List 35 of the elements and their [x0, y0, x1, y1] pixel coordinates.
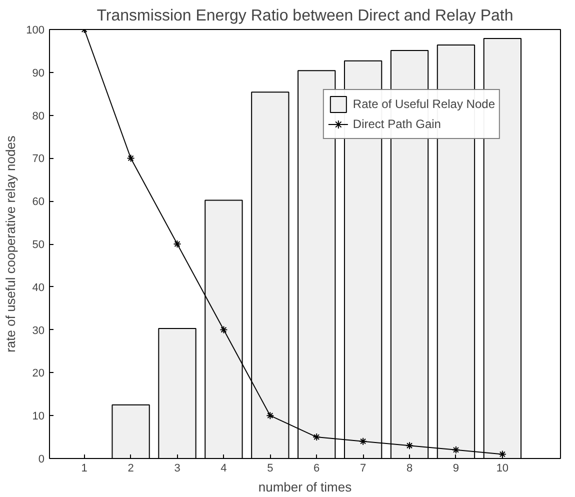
- y-tick-label: 100: [26, 24, 45, 36]
- y-tick-label: 90: [32, 67, 45, 80]
- x-tick-label: 9: [452, 462, 460, 474]
- x-axis-title: number of times: [258, 480, 352, 494]
- y-tick-label: 10: [32, 410, 45, 423]
- y-tick-label: 80: [32, 110, 45, 122]
- point: [312, 433, 321, 442]
- x-tick-label: 4: [220, 462, 227, 474]
- point: [359, 437, 368, 446]
- point: [406, 442, 414, 450]
- point: [452, 446, 460, 454]
- y-tick-label: 60: [32, 196, 45, 208]
- x-tick-label: 6: [314, 462, 320, 474]
- point: [126, 154, 135, 162]
- x-tick-label: 1: [81, 462, 88, 474]
- legend-label: Rate of Useful Relay Node: [352, 97, 495, 111]
- chart-title: Transmission Energy Ratio between Direct and Relay Path: [96, 8, 514, 24]
- x-tick-label: 3: [174, 462, 180, 474]
- x-tick-label: 7: [360, 462, 366, 474]
- point: [220, 326, 228, 334]
- point: [173, 240, 182, 248]
- x-tick-label: 8: [406, 462, 413, 474]
- point: [266, 412, 274, 420]
- y-tick-label: 20: [32, 368, 45, 380]
- y-axis-title: rate of useful cooperative relay nodes: [3, 135, 18, 352]
- x-tick-label: 5: [267, 462, 274, 474]
- y-tick-label: 30: [32, 324, 45, 337]
- x-tick-label: 10: [496, 462, 509, 474]
- point: [498, 450, 506, 458]
- y-tick-label: 0: [38, 454, 45, 466]
- y-tick-label: 50: [32, 239, 45, 251]
- x-tick-label: 2: [128, 462, 134, 474]
- y-tick-label: 40: [32, 282, 45, 294]
- legend-label: Direct Path Gain: [352, 117, 441, 131]
- y-tick-label: 70: [32, 153, 45, 166]
